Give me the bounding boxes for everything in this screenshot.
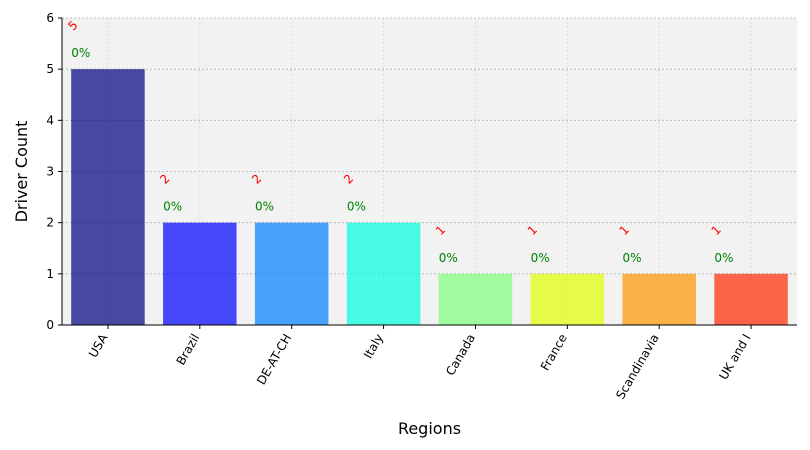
bar xyxy=(71,69,145,326)
bar xyxy=(438,273,513,325)
bar xyxy=(254,222,329,325)
y-tick-label: 4 xyxy=(46,113,54,127)
x-tick-label: Canada xyxy=(443,332,478,379)
bar xyxy=(346,222,421,325)
percent-label: 0% xyxy=(347,200,366,214)
percent-label: 0% xyxy=(714,251,733,265)
y-tick-label: 2 xyxy=(46,216,54,230)
percent-label: 0% xyxy=(622,251,641,265)
x-tick-label: Brazil xyxy=(174,332,203,368)
x-tick-label: Italy xyxy=(361,332,386,362)
y-tick-label: 1 xyxy=(46,267,54,281)
y-tick-label: 6 xyxy=(46,11,54,25)
x-tick-label: Scandinavia xyxy=(613,332,662,402)
percent-label: 0% xyxy=(531,251,550,265)
y-axis-title: Driver Count xyxy=(12,121,31,223)
percent-label: 0% xyxy=(439,251,458,265)
bar xyxy=(714,273,788,325)
x-tick-label: France xyxy=(538,332,570,374)
percent-label: 0% xyxy=(255,200,274,214)
y-tick-label: 3 xyxy=(46,165,54,179)
x-tick-label: UK and I xyxy=(716,332,753,383)
x-tick-label: USA xyxy=(86,331,111,360)
bar xyxy=(163,222,237,325)
percent-label: 0% xyxy=(163,200,182,214)
x-tick-label: DE-AT-CH xyxy=(254,332,294,388)
percent-label: 0% xyxy=(71,46,90,60)
bar xyxy=(622,273,696,325)
y-tick-label: 0 xyxy=(46,318,54,332)
x-axis-title: Regions xyxy=(398,419,461,438)
bars xyxy=(71,69,788,326)
bar xyxy=(530,273,605,325)
y-tick-label: 5 xyxy=(46,62,54,76)
